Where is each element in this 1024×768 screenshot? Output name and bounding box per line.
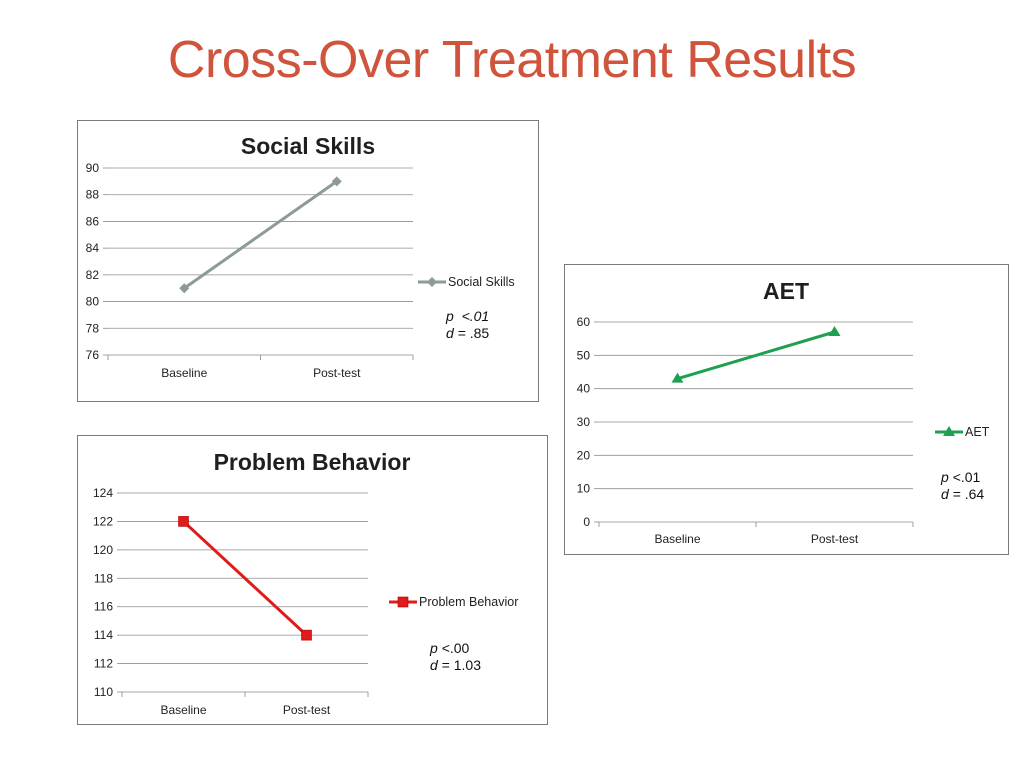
- stats-aet: p <.01 d = .64: [941, 469, 984, 503]
- y-tick-label: 114: [94, 628, 113, 642]
- x-tick-label: Post-test: [313, 366, 361, 380]
- legend-label: Problem Behavior: [419, 595, 518, 609]
- chart-problem-behavior: Problem Behavior 110 112 114 116 118 120 122 124…: [77, 435, 548, 725]
- data-point: [301, 629, 312, 641]
- x-tick-label: Baseline: [654, 532, 700, 546]
- legend-marker: [397, 596, 409, 608]
- legend: Social Skills: [418, 275, 515, 289]
- p-symbol: p: [941, 469, 949, 485]
- d-symbol: d: [941, 486, 949, 502]
- series-line: [677, 330, 835, 381]
- legend: Problem Behavior: [389, 595, 518, 609]
- x-tick-label: Post-test: [283, 703, 331, 717]
- stats-problem-behavior: p <.00 d = 1.03: [430, 640, 481, 674]
- y-tick-label: 118: [94, 571, 113, 585]
- legend-marker: [427, 277, 437, 287]
- p-value: <.01: [461, 308, 490, 324]
- legend-label: Social Skills: [448, 275, 515, 289]
- legend-label: AET: [965, 425, 990, 439]
- data-point: [828, 326, 841, 336]
- y-tick-label: 116: [94, 600, 113, 614]
- y-tick-label: 112: [94, 657, 113, 671]
- y-tick-label: 78: [86, 321, 100, 335]
- chart-title: Social Skills: [241, 133, 375, 159]
- series-aet: [671, 326, 841, 383]
- p-value-line: p <.00: [430, 640, 481, 657]
- p-value-line: p <.01: [941, 469, 984, 486]
- legend: AET: [935, 425, 990, 439]
- d-value: = 1.03: [441, 657, 482, 673]
- stats-social-skills: p <.01 d = .85: [446, 308, 489, 342]
- y-tick-label: 80: [86, 295, 100, 309]
- chart-problem-behavior-svg: Problem Behavior 110 112 114 116 118 120 122 124…: [93, 449, 518, 717]
- d-value: = .85: [457, 325, 490, 341]
- data-point: [178, 516, 189, 527]
- x-tick-label: Baseline: [160, 703, 206, 717]
- y-tick-label: 0: [583, 515, 590, 529]
- y-tick-label: 84: [86, 241, 100, 255]
- d-symbol: d: [446, 325, 454, 341]
- y-tick-label: 90: [86, 161, 100, 175]
- d-value-line: d = 1.03: [430, 657, 481, 674]
- chart-aet-svg: AET 0 10 20 30 40 50 60 Baseline Post-test AET: [577, 278, 990, 546]
- data-point: [179, 283, 190, 294]
- p-value: <.01: [952, 469, 981, 485]
- data-point: [671, 372, 684, 383]
- chart-title: AET: [763, 278, 809, 304]
- y-tick-label: 82: [86, 268, 100, 282]
- x-tick-label: Post-test: [811, 532, 859, 546]
- p-value: <.00: [441, 640, 470, 656]
- chart-social-skills-svg: Social Skills 76 78 80 82 84 86 88 90 Baseline Pos…: [86, 133, 515, 380]
- y-tick-label: 86: [86, 214, 100, 228]
- d-value-line: d = .64: [941, 486, 984, 503]
- p-value-line: p <.01: [446, 308, 489, 325]
- page-title: Cross-Over Treatment Results: [167, 31, 857, 89]
- d-value-line: d = .85: [446, 325, 489, 342]
- series-social-skills: [179, 176, 342, 294]
- data-point: [331, 176, 342, 187]
- y-tick-label: 20: [577, 448, 591, 462]
- d-value: = .64: [952, 486, 985, 502]
- y-tick-label: 40: [577, 382, 591, 396]
- chart-aet: AET 0 10 20 30 40 50 60 Baseline Post-test AET p <…: [564, 264, 1009, 555]
- y-tick-label: 120: [93, 543, 113, 557]
- series-line: [182, 520, 308, 637]
- p-symbol: p: [446, 308, 454, 324]
- d-symbol: d: [430, 657, 438, 673]
- series-line: [183, 180, 338, 290]
- y-tick-label: 110: [94, 685, 113, 699]
- x-tick-label: Baseline: [161, 366, 207, 380]
- y-tick-label: 122: [93, 514, 113, 528]
- y-tick-label: 10: [577, 482, 591, 496]
- y-tick-label: 60: [577, 315, 591, 329]
- y-tick-label: 76: [86, 348, 100, 362]
- chart-social-skills: Social Skills 76 78 80 82 84 86 88 90 Baseline Pos…: [77, 120, 539, 402]
- y-tick-label: 124: [93, 486, 113, 500]
- p-symbol: p: [430, 640, 438, 656]
- series-problem-behavior: [178, 516, 312, 641]
- y-tick-label: 50: [577, 348, 591, 362]
- chart-title: Problem Behavior: [214, 449, 411, 475]
- y-tick-label: 88: [86, 188, 100, 202]
- legend-marker: [943, 426, 955, 436]
- y-tick-label: 30: [577, 415, 591, 429]
